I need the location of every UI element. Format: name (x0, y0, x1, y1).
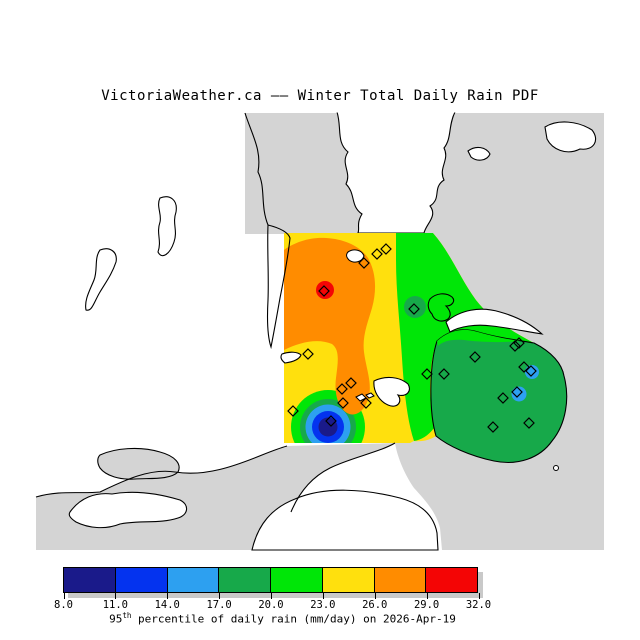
land-southwest-headland (68, 491, 188, 529)
station-marker (318, 285, 330, 297)
station-marker (513, 337, 525, 349)
station-marker (358, 257, 370, 269)
legend-tick-label: 23.0 (310, 599, 336, 611)
legend-color-block (63, 567, 116, 593)
map-bottom-mask (30, 550, 610, 559)
legend-tick (167, 593, 169, 599)
station-marker (525, 365, 537, 377)
legend-color-block (321, 567, 375, 593)
station-marker (421, 368, 433, 380)
colorbar-caption: 95th percentile of daily rain (mm/day) o… (60, 611, 505, 626)
coastline-victoria-west (290, 442, 396, 513)
field-red-maximum (316, 281, 334, 299)
pocket-lightblue-south (511, 386, 527, 402)
land-sliver-cordova (445, 308, 544, 335)
lake-outline-north (157, 196, 177, 257)
coastline-inlet-west (244, 112, 291, 350)
land-south-peninsula (251, 489, 439, 551)
legend-tick-label: 8.0 (54, 599, 73, 611)
legend-tick-label: 20.0 (258, 599, 284, 611)
legend-tick (219, 593, 221, 599)
legend-tick-label: 17.0 (206, 599, 232, 611)
legend-color-block (218, 567, 271, 593)
legend-tick (374, 593, 376, 599)
field-green-blob (404, 296, 426, 318)
legend-color-block (373, 567, 427, 593)
caption-text: percentile of daily rain (mm/day) on 202… (131, 612, 456, 626)
sooke-basin-inlet (97, 447, 180, 480)
station-marker (371, 248, 383, 260)
station-marker (408, 303, 420, 315)
legend-tick-label: 26.0 (362, 599, 388, 611)
legend-color-block (270, 567, 323, 593)
harbour-islet-2 (365, 392, 375, 399)
legend-tick-label: 29.0 (413, 599, 440, 611)
station-marker (336, 383, 348, 395)
legend-color-block (114, 567, 168, 593)
station-marker (469, 351, 481, 363)
station-marker (438, 368, 450, 380)
legend-tick (478, 593, 480, 599)
landmass-north-bright-strip (437, 329, 520, 346)
island-small-northeast (467, 146, 491, 161)
station-marker (487, 421, 499, 433)
legend-tick (115, 593, 117, 599)
legend-tick (271, 593, 272, 599)
station-marker (302, 348, 314, 360)
page-title: VictoriaWeather.ca —— Winter Total Daily… (101, 88, 539, 104)
caption-superscript: th (122, 611, 132, 620)
lagoon-outline (280, 351, 302, 364)
field-bright-green-region (396, 233, 534, 441)
lake-outline-on-field (427, 293, 455, 322)
station-marker (337, 397, 349, 409)
legend-tick (63, 593, 65, 599)
bay-outline-north (346, 249, 365, 263)
colorbar (63, 567, 478, 593)
field-orange-region (284, 237, 376, 415)
station-marker (287, 405, 299, 417)
station-marker (511, 386, 523, 398)
bullseye-core-navy (318, 417, 338, 437)
station-marker (509, 340, 521, 352)
legend-tick-label: 14.0 (154, 599, 180, 611)
islet-outline (553, 465, 559, 471)
station-marker (380, 243, 392, 255)
station-marker (360, 397, 372, 409)
station-marker (325, 415, 337, 427)
lake-outline-south (85, 248, 117, 311)
landmass-southeast-green (430, 329, 568, 464)
legend-color-block (425, 567, 478, 593)
station-marker (523, 417, 535, 429)
coastline-south-shore (35, 445, 288, 498)
legend-tick-label: 32.0 (465, 599, 492, 611)
harbour-outline (373, 376, 410, 407)
station-marker (345, 377, 357, 389)
station-marker (518, 361, 530, 373)
island-group-northeast (544, 121, 597, 153)
legend-color-block (166, 567, 220, 593)
map-top-mask (30, 104, 610, 113)
legend-tick-label: 11.0 (102, 599, 129, 611)
legend-tick (322, 593, 324, 599)
caption-number: 95 (109, 612, 123, 626)
station-markers (287, 243, 537, 433)
legend-tick (426, 593, 428, 599)
station-marker (497, 392, 509, 404)
